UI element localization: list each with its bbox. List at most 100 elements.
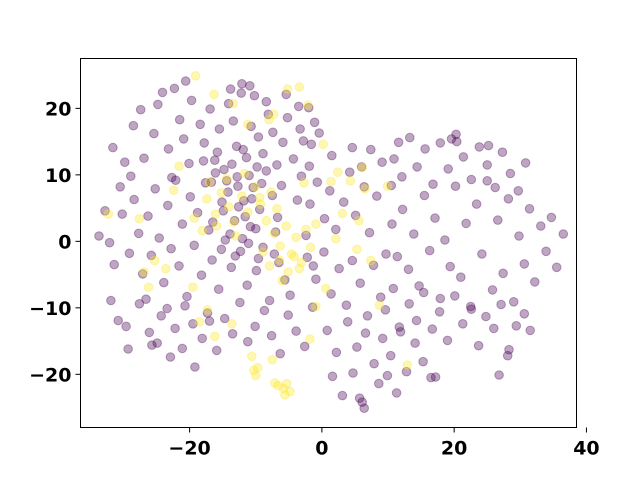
- scatter-point: [143, 211, 153, 221]
- scatter-point: [225, 84, 236, 94]
- scatter-point: [322, 325, 333, 336]
- scatter-point: [494, 370, 504, 380]
- scatter-point: [275, 241, 286, 251]
- scatter-point: [386, 180, 397, 191]
- scatter-point: [513, 186, 524, 196]
- scatter-point: [169, 83, 180, 94]
- scatter-point: [235, 246, 246, 257]
- scatter-point: [311, 274, 321, 285]
- scatter-point: [126, 171, 136, 181]
- scatter-point: [461, 218, 471, 229]
- scatter-point: [258, 247, 268, 257]
- scatter-point: [178, 134, 189, 144]
- scatter-point: [251, 265, 262, 276]
- scatter-point: [200, 178, 211, 188]
- scatter-point: [189, 213, 199, 223]
- scatter-point: [338, 197, 349, 207]
- scatter-point: [185, 192, 196, 202]
- scatter-point: [541, 246, 551, 257]
- scatter-point: [223, 187, 233, 197]
- scatter-point: [331, 347, 342, 358]
- scatter-point: [108, 142, 118, 153]
- scatter-point: [139, 267, 149, 277]
- scatter-point: [277, 275, 288, 286]
- scatter-point: [103, 209, 114, 219]
- scatter-point: [377, 333, 388, 344]
- scatter-point: [450, 181, 461, 191]
- scatter-point: [312, 177, 323, 187]
- scatter-point: [227, 329, 238, 339]
- scatter-point: [411, 315, 422, 326]
- scatter-point: [401, 366, 412, 377]
- scatter-point: [252, 162, 262, 172]
- scatter-point: [266, 187, 276, 197]
- scatter-point: [498, 268, 508, 279]
- scatter-point: [354, 393, 365, 404]
- scatter-point: [245, 221, 256, 232]
- scatter-point: [174, 114, 185, 125]
- scatter-point: [195, 119, 205, 130]
- scatter-point: [397, 172, 407, 182]
- scatter-point: [427, 324, 438, 334]
- scatter-point: [446, 134, 457, 144]
- scatter-point: [474, 142, 485, 152]
- scatter-point: [450, 291, 460, 301]
- scatter-point: [337, 208, 348, 219]
- scatter-point: [489, 323, 499, 334]
- scatter-point: [391, 388, 402, 398]
- scatter-point: [115, 182, 125, 192]
- scatter-point: [266, 330, 277, 341]
- scatter-point: [397, 204, 408, 215]
- scatter-point: [291, 232, 301, 243]
- scatter-point: [228, 98, 239, 109]
- scatter-point: [256, 178, 267, 189]
- scatter-point: [452, 136, 462, 147]
- scatter-point: [243, 119, 253, 130]
- axes-frame: [80, 58, 577, 428]
- scatter-point: [213, 284, 224, 295]
- scatter-point: [223, 202, 234, 212]
- scatter-point: [159, 277, 169, 288]
- scatter-point: [424, 245, 435, 256]
- scatter-point: [182, 291, 192, 302]
- scatter-point: [264, 114, 274, 125]
- scatter-point: [304, 161, 315, 171]
- scatter-point: [190, 362, 200, 372]
- scatter-point: [471, 199, 482, 209]
- scatter-point: [274, 255, 285, 265]
- scatter-point: [153, 99, 163, 110]
- scatter-point: [536, 221, 546, 231]
- scatter-point: [272, 212, 283, 223]
- scatter-point: [440, 235, 450, 245]
- scatter-point: [218, 206, 229, 216]
- scatter-point: [275, 348, 286, 359]
- scatter-point: [231, 141, 242, 152]
- y-tick-label: 20: [45, 98, 71, 120]
- scatter-point: [414, 281, 424, 291]
- scatter-point: [342, 317, 353, 327]
- scatter-point: [366, 144, 376, 155]
- scatter-point: [202, 305, 213, 315]
- x-tick-label: 0: [315, 438, 328, 460]
- scatter-point: [207, 255, 217, 265]
- scatter-point: [245, 81, 255, 91]
- scatter-point: [120, 157, 130, 167]
- scatter-point: [282, 112, 293, 123]
- scatter-point: [357, 397, 368, 408]
- scatter-point: [204, 316, 215, 326]
- scatter-point: [395, 327, 406, 337]
- scatter-point: [412, 162, 422, 172]
- scatter-point: [274, 257, 284, 268]
- scatter-point: [281, 221, 292, 231]
- scatter-point: [337, 390, 348, 401]
- scatter-point: [167, 172, 177, 183]
- scatter-point: [243, 207, 253, 217]
- scatter-point: [209, 89, 219, 100]
- scatter-point: [109, 259, 119, 270]
- scatter-point: [177, 219, 188, 229]
- scatter-point: [298, 136, 309, 146]
- scatter-point: [149, 128, 159, 139]
- scatter-point: [409, 229, 419, 239]
- scatter-point: [261, 96, 272, 107]
- scatter-point: [514, 231, 524, 241]
